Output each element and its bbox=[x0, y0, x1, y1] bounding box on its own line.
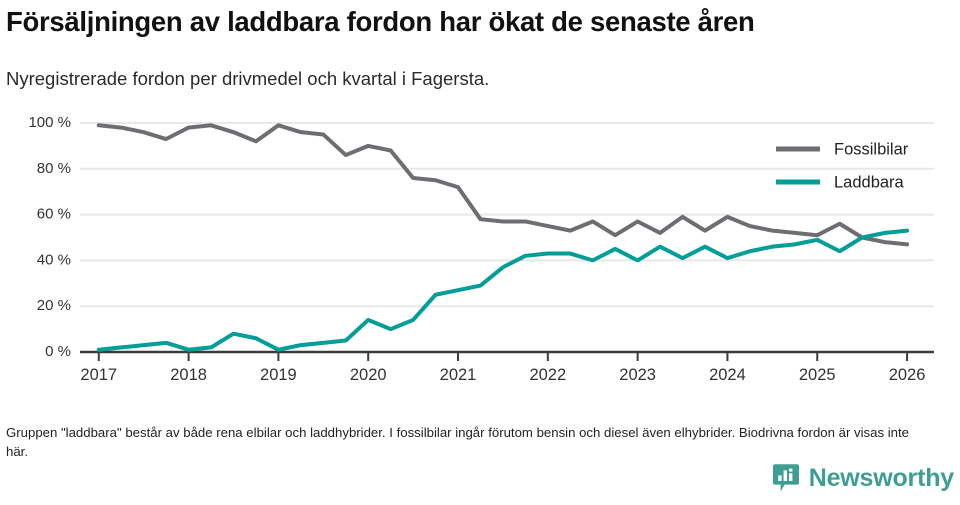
x-axis-tick-label: 2020 bbox=[350, 366, 387, 384]
chart-footnote: Gruppen "laddbara" består av både rena e… bbox=[6, 425, 909, 459]
x-axis-tick-labels: 2017 2018 2019 2020 2021 2022 2023 2024 2025 2026 bbox=[80, 366, 925, 384]
x-axis-tick-label: 2018 bbox=[170, 366, 207, 384]
newsworthy-logo: Newsworthy bbox=[771, 463, 954, 493]
y-axis-tick-label: 0 % bbox=[45, 343, 71, 360]
y-axis-tick-label: 100 % bbox=[28, 114, 71, 131]
x-axis-tick-label: 2017 bbox=[80, 366, 117, 384]
y-axis-tick-label: 80 % bbox=[37, 160, 71, 177]
data-series-lines bbox=[96, 123, 910, 352]
series-line-laddbara bbox=[96, 228, 910, 352]
x-axis bbox=[80, 350, 934, 361]
y-axis-tick-labels: 0 % 20 % 40 % 60 % 80 % 100 % bbox=[28, 114, 71, 360]
x-axis-tick-label: 2021 bbox=[440, 366, 477, 384]
legend-label: Fossilbilar bbox=[834, 140, 909, 158]
x-axis-tick-label: 2026 bbox=[889, 366, 926, 384]
x-axis-tick-label: 2019 bbox=[260, 366, 297, 384]
legend-label: Laddbara bbox=[834, 173, 905, 191]
chart-legend: Fossilbilar Laddbara bbox=[776, 140, 909, 191]
line-chart-svg: 0 % 20 % 40 % 60 % 80 % 100 % 2017 2018 2019 202… bbox=[28, 114, 934, 384]
x-axis-tick-label: 2022 bbox=[529, 366, 566, 384]
grid-lines bbox=[80, 122, 934, 308]
x-axis-tick-label: 2025 bbox=[799, 366, 836, 384]
series-line-fossilbilar bbox=[96, 123, 910, 247]
y-axis-tick-label: 40 % bbox=[37, 251, 71, 268]
x-axis-tick-label: 2023 bbox=[619, 366, 656, 384]
logo-wordmark: Newsworthy bbox=[808, 463, 954, 492]
x-axis-tick-label: 2024 bbox=[709, 366, 746, 384]
chart-plot-area: 0 % 20 % 40 % 60 % 80 % 100 % 2017 2018 2019 202… bbox=[0, 104, 960, 394]
bar-chart-speech-bubble-icon bbox=[772, 464, 799, 492]
page-title: Försäljningen av laddbara fordon har öka… bbox=[6, 6, 755, 37]
y-axis-tick-label: 60 % bbox=[37, 206, 71, 223]
y-axis-tick-label: 20 % bbox=[37, 297, 71, 314]
chart-subtitle: Nyregistrerade fordon per drivmedel och … bbox=[6, 68, 490, 89]
